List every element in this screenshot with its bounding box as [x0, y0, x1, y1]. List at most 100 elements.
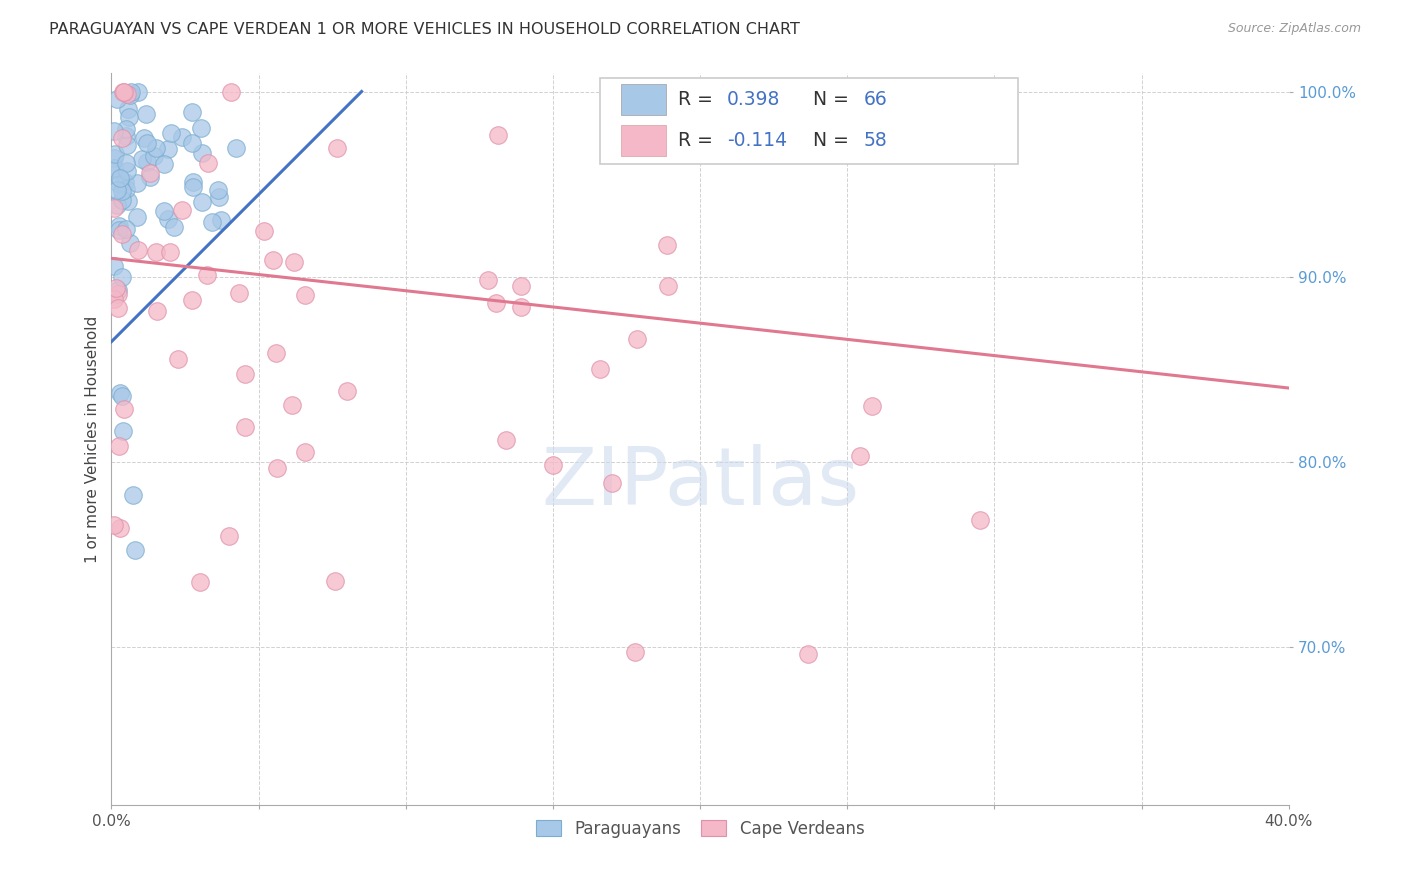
- Text: 58: 58: [863, 131, 887, 150]
- Point: [323, 574, 346, 589]
- Point: [117, 164, 139, 178]
- Point: [190, 145, 212, 160]
- Point: [107, 177, 129, 191]
- Point: [602, 475, 624, 490]
- Point: [108, 521, 131, 535]
- Point: [111, 389, 134, 403]
- Point: [111, 193, 134, 207]
- Point: [103, 293, 125, 307]
- Point: [145, 245, 167, 260]
- Point: [191, 194, 214, 209]
- Point: [170, 129, 193, 144]
- Point: [156, 212, 179, 227]
- Point: [115, 137, 138, 152]
- Point: [181, 180, 204, 194]
- Point: [112, 402, 135, 417]
- Point: [114, 175, 136, 189]
- Point: [200, 215, 222, 229]
- Point: [218, 529, 240, 543]
- Point: [181, 105, 204, 120]
- Bar: [621, 85, 666, 115]
- Point: [132, 130, 155, 145]
- Point: [117, 102, 139, 116]
- Point: [115, 222, 138, 236]
- Point: [131, 152, 153, 166]
- Point: [103, 161, 125, 175]
- Point: [103, 259, 125, 273]
- Point: [167, 351, 190, 366]
- Point: [139, 170, 162, 185]
- Point: [541, 458, 564, 473]
- Point: [197, 156, 219, 170]
- Point: [160, 127, 183, 141]
- Point: [117, 194, 139, 208]
- Point: [146, 304, 169, 318]
- Point: [485, 296, 508, 310]
- Point: [103, 123, 125, 137]
- Text: N =: N =: [813, 131, 855, 150]
- Point: [969, 513, 991, 527]
- Point: [228, 285, 250, 300]
- Point: [233, 419, 256, 434]
- Point: [219, 85, 242, 99]
- Point: [159, 244, 181, 259]
- Point: [105, 198, 128, 212]
- Point: [225, 141, 247, 155]
- Point: [325, 140, 347, 154]
- Y-axis label: 1 or more Vehicles in Household: 1 or more Vehicles in Household: [86, 316, 100, 563]
- Point: [139, 166, 162, 180]
- Point: [626, 332, 648, 346]
- Point: [486, 128, 509, 143]
- Point: [207, 183, 229, 197]
- Point: [115, 155, 138, 169]
- Bar: [621, 125, 666, 156]
- Point: [103, 163, 125, 178]
- Point: [107, 284, 129, 298]
- Point: [115, 129, 138, 144]
- Point: [114, 182, 136, 196]
- FancyBboxPatch shape: [600, 78, 1018, 164]
- Point: [122, 488, 145, 502]
- Point: [103, 202, 125, 216]
- Point: [125, 210, 148, 224]
- Point: [105, 92, 128, 106]
- Point: [107, 301, 129, 315]
- Point: [103, 151, 125, 165]
- Point: [108, 439, 131, 453]
- Point: [172, 202, 194, 217]
- Point: [152, 157, 174, 171]
- Text: PARAGUAYAN VS CAPE VERDEAN 1 OR MORE VEHICLES IN HOUSEHOLD CORRELATION CHART: PARAGUAYAN VS CAPE VERDEAN 1 OR MORE VEH…: [49, 22, 800, 37]
- Point: [797, 648, 820, 662]
- Point: [153, 204, 176, 219]
- Point: [294, 445, 316, 459]
- Point: [108, 219, 131, 233]
- Point: [105, 183, 128, 197]
- Point: [208, 190, 231, 204]
- Point: [188, 575, 211, 590]
- Point: [477, 273, 499, 287]
- Point: [264, 345, 287, 359]
- Text: 66: 66: [863, 90, 887, 109]
- Point: [135, 107, 157, 121]
- Text: R =: R =: [678, 90, 718, 109]
- Point: [233, 367, 256, 381]
- Point: [110, 170, 132, 185]
- Point: [111, 227, 134, 242]
- Point: [120, 87, 142, 102]
- Point: [495, 433, 517, 447]
- Point: [110, 385, 132, 400]
- Point: [181, 175, 204, 189]
- Point: [143, 149, 166, 163]
- Point: [156, 142, 179, 156]
- Point: [163, 219, 186, 234]
- Point: [266, 461, 288, 475]
- Text: Source: ZipAtlas.com: Source: ZipAtlas.com: [1227, 22, 1361, 36]
- Text: 0.398: 0.398: [727, 90, 780, 109]
- Point: [114, 121, 136, 136]
- Point: [117, 87, 139, 101]
- Point: [107, 287, 129, 301]
- Point: [209, 213, 232, 227]
- Point: [127, 176, 149, 190]
- Point: [181, 136, 204, 151]
- Point: [103, 517, 125, 532]
